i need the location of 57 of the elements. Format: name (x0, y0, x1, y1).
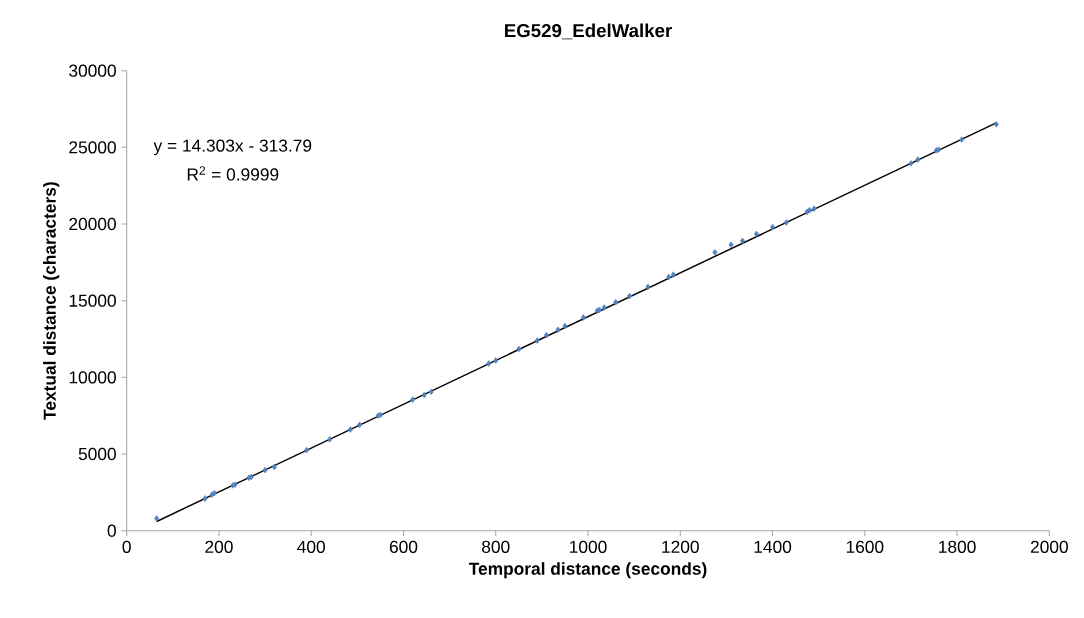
annotation: R$^{2}$ = 0.9999 (187, 166, 279, 181)
point (915, 156, 921, 163)
point (613, 299, 619, 306)
point (327, 436, 333, 443)
point (740, 237, 746, 245)
point (811, 205, 817, 212)
point (562, 322, 568, 330)
x-axis-title: Temporal distance (seconds) (468, 562, 707, 579)
x-tick-label: 400 (297, 540, 325, 553)
point (357, 421, 363, 429)
x-tick-label: 1800 (939, 540, 976, 553)
point (154, 515, 160, 522)
chart-title: EG529_EdelWalker (505, 23, 672, 40)
point (304, 446, 310, 454)
x-tick-label: 1400 (754, 540, 792, 553)
point (728, 241, 734, 248)
point (670, 271, 676, 278)
point (993, 121, 999, 128)
point (783, 219, 789, 226)
point (666, 273, 672, 281)
point (712, 249, 718, 256)
point (534, 337, 540, 344)
x-tick-label: 0 (122, 540, 131, 553)
point (421, 391, 427, 399)
point (753, 230, 759, 238)
point (645, 283, 651, 291)
y-tick-label: 25000 (69, 141, 116, 154)
point (410, 396, 416, 403)
point (959, 136, 965, 143)
point (601, 304, 607, 311)
point (908, 160, 914, 167)
point (428, 388, 434, 396)
y-tick-label: 20000 (69, 217, 116, 231)
x-tick-label: 800 (482, 540, 510, 553)
point (347, 426, 353, 433)
x-tick-label: 200 (205, 540, 233, 553)
point (516, 345, 522, 353)
x-tick-label: 1000 (570, 540, 607, 553)
annotation: y = 14.303x - 313.79 (153, 139, 312, 156)
point (486, 360, 492, 367)
point (580, 314, 586, 321)
point (770, 223, 776, 231)
point (493, 357, 499, 364)
x-tick-label: 1200 (662, 540, 699, 553)
y-tick-label: 30000 (69, 64, 116, 77)
point (271, 463, 277, 471)
y-axis-title: Textual distance (characters) (43, 182, 60, 420)
y-tick-label: 15000 (69, 294, 116, 307)
point (262, 466, 268, 474)
x-tick-label: 600 (389, 540, 418, 553)
point (202, 495, 208, 502)
point (555, 326, 561, 333)
x-tick-label: 2000 (1030, 540, 1068, 553)
x-tick-label: 1600 (846, 540, 884, 553)
y-tick-label: 10000 (69, 371, 116, 384)
y-tick-label: 0 (107, 524, 116, 537)
y-tick-label: 5000 (78, 447, 116, 461)
